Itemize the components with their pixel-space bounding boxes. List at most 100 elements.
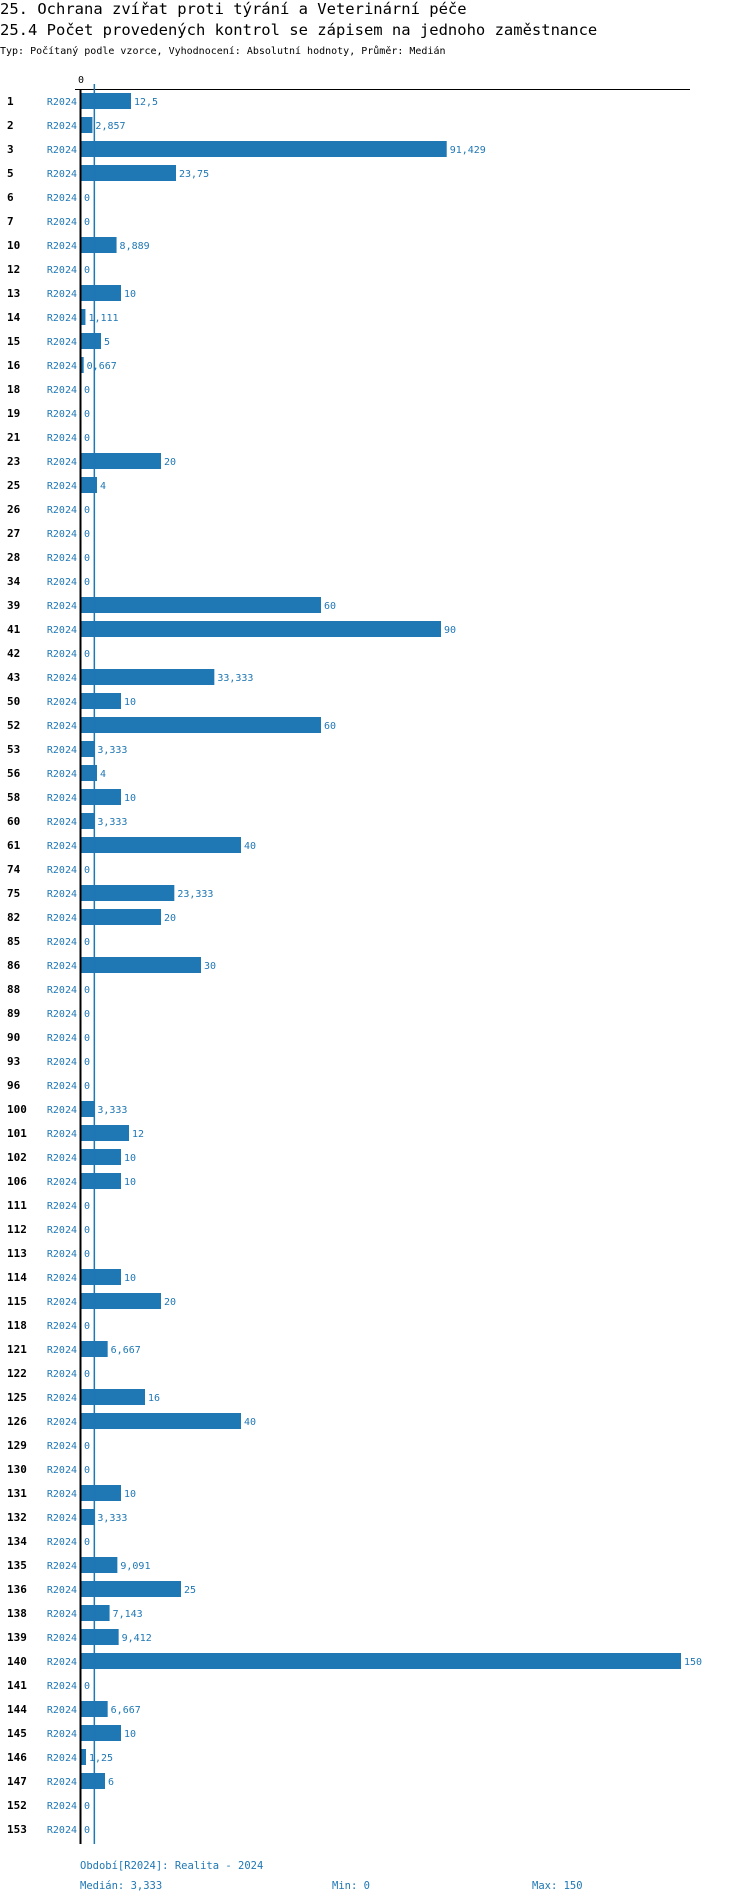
series-label: R2024 bbox=[47, 697, 77, 708]
bar bbox=[81, 813, 95, 829]
bar bbox=[81, 1125, 129, 1141]
series-label: R2024 bbox=[47, 601, 77, 612]
bar bbox=[81, 1629, 119, 1645]
bar bbox=[81, 1485, 121, 1501]
series-label: R2024 bbox=[47, 97, 77, 108]
bar bbox=[81, 1581, 181, 1597]
value-label: 6 bbox=[108, 1777, 114, 1788]
value-label: 20 bbox=[164, 457, 176, 468]
category-label: 23 bbox=[7, 455, 20, 468]
series-label: R2024 bbox=[47, 961, 77, 972]
value-label: 3,333 bbox=[97, 817, 127, 828]
value-label: 6,667 bbox=[111, 1705, 141, 1716]
series-label: R2024 bbox=[47, 169, 77, 180]
series-label: R2024 bbox=[47, 1513, 77, 1524]
value-label: 8,889 bbox=[120, 241, 150, 252]
value-label: 0 bbox=[84, 265, 90, 276]
series-label: R2024 bbox=[47, 1153, 77, 1164]
value-label: 0 bbox=[84, 865, 90, 876]
category-label: 12 bbox=[7, 263, 20, 276]
category-label: 106 bbox=[7, 1175, 27, 1188]
bar bbox=[81, 789, 121, 805]
series-label: R2024 bbox=[47, 1369, 77, 1380]
series-label: R2024 bbox=[47, 1633, 77, 1644]
value-label: 2,857 bbox=[95, 121, 125, 132]
series-label: R2024 bbox=[47, 289, 77, 300]
series-label: R2024 bbox=[47, 529, 77, 540]
category-label: 126 bbox=[7, 1415, 27, 1428]
series-label: R2024 bbox=[47, 721, 77, 732]
category-label: 113 bbox=[7, 1247, 27, 1260]
value-label: 0 bbox=[84, 1225, 90, 1236]
bar bbox=[81, 1149, 121, 1165]
category-label: 86 bbox=[7, 959, 21, 972]
category-label: 42 bbox=[7, 647, 20, 660]
series-label: R2024 bbox=[47, 1417, 77, 1428]
bar bbox=[81, 165, 176, 181]
category-label: 61 bbox=[7, 839, 21, 852]
category-label: 43 bbox=[7, 671, 20, 684]
category-label: 27 bbox=[7, 527, 20, 540]
bar bbox=[81, 309, 86, 325]
value-label: 0 bbox=[84, 1801, 90, 1812]
series-label: R2024 bbox=[47, 1297, 77, 1308]
bar bbox=[81, 1605, 110, 1621]
category-label: 141 bbox=[7, 1679, 27, 1692]
bar bbox=[81, 1269, 121, 1285]
series-label: R2024 bbox=[47, 121, 77, 132]
value-label: 0 bbox=[84, 649, 90, 660]
category-label: 26 bbox=[7, 503, 21, 516]
series-label: R2024 bbox=[47, 1537, 77, 1548]
value-label: 0 bbox=[84, 385, 90, 396]
value-label: 0 bbox=[84, 1321, 90, 1332]
value-label: 0 bbox=[84, 505, 90, 516]
bar bbox=[81, 285, 121, 301]
series-label: R2024 bbox=[47, 1753, 77, 1764]
series-label: R2024 bbox=[47, 1177, 77, 1188]
bar bbox=[81, 693, 121, 709]
category-label: 102 bbox=[7, 1151, 27, 1164]
value-label: 0 bbox=[84, 577, 90, 588]
page-title: 25. Ochrana zvířat proti týrání a Veteri… bbox=[0, 0, 467, 18]
series-label: R2024 bbox=[47, 1249, 77, 1260]
bar bbox=[81, 597, 321, 613]
category-label: 140 bbox=[7, 1655, 27, 1668]
stat-max: Max: 150 bbox=[532, 1880, 583, 1892]
value-label: 23,333 bbox=[177, 889, 213, 900]
value-label: 0,667 bbox=[87, 361, 117, 372]
category-label: 74 bbox=[7, 863, 21, 876]
series-label: R2024 bbox=[47, 361, 77, 372]
bar bbox=[81, 1725, 121, 1741]
series-label: R2024 bbox=[47, 577, 77, 588]
category-label: 146 bbox=[7, 1751, 27, 1764]
series-label: R2024 bbox=[47, 1009, 77, 1020]
category-label: 134 bbox=[7, 1535, 27, 1548]
value-label: 0 bbox=[84, 1537, 90, 1548]
bar bbox=[81, 1749, 86, 1765]
value-label: 0 bbox=[84, 529, 90, 540]
bar bbox=[81, 621, 441, 637]
series-label: R2024 bbox=[47, 265, 77, 276]
series-label: R2024 bbox=[47, 1273, 77, 1284]
value-label: 0 bbox=[84, 1441, 90, 1452]
series-label: R2024 bbox=[47, 241, 77, 252]
category-label: 101 bbox=[7, 1127, 27, 1140]
value-label: 33,333 bbox=[217, 673, 253, 684]
series-label: R2024 bbox=[47, 1609, 77, 1620]
value-label: 10 bbox=[124, 289, 136, 300]
category-label: 41 bbox=[7, 623, 21, 636]
value-label: 23,75 bbox=[179, 169, 209, 180]
bar bbox=[81, 117, 93, 133]
series-label: R2024 bbox=[47, 1489, 77, 1500]
series-label: R2024 bbox=[47, 841, 77, 852]
category-label: 125 bbox=[7, 1391, 27, 1404]
bar bbox=[81, 669, 215, 685]
bar bbox=[81, 1509, 95, 1525]
bar bbox=[81, 1173, 121, 1189]
series-label: R2024 bbox=[47, 337, 77, 348]
value-label: 30 bbox=[204, 961, 216, 972]
series-label: R2024 bbox=[47, 1129, 77, 1140]
category-label: 34 bbox=[7, 575, 21, 588]
value-label: 10 bbox=[124, 1729, 136, 1740]
category-label: 96 bbox=[7, 1079, 21, 1092]
